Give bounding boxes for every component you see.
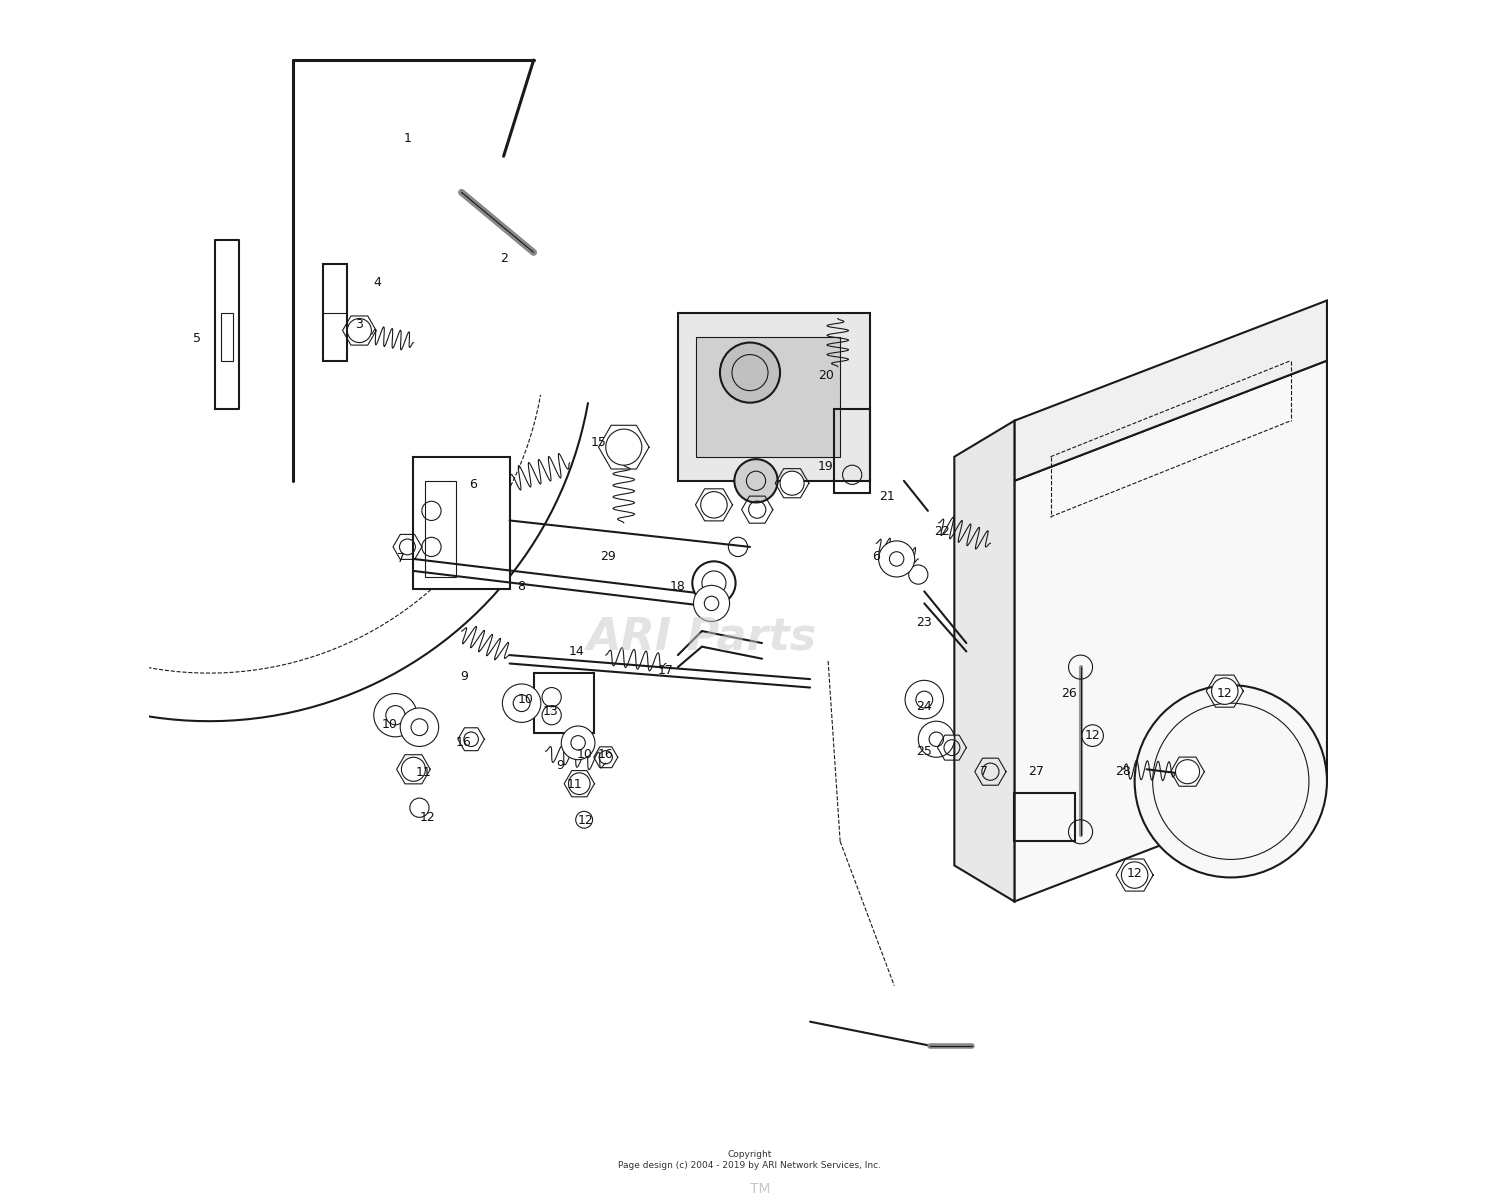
- Text: 22: 22: [934, 525, 950, 537]
- Text: 21: 21: [879, 490, 896, 502]
- Polygon shape: [1014, 361, 1328, 902]
- Text: 29: 29: [600, 551, 616, 563]
- Circle shape: [374, 694, 417, 737]
- Text: 11: 11: [567, 779, 582, 791]
- Text: 16: 16: [456, 737, 472, 749]
- Bar: [426, 481, 456, 577]
- Text: 3: 3: [356, 319, 363, 331]
- Circle shape: [400, 708, 438, 746]
- Circle shape: [693, 585, 729, 621]
- Circle shape: [1134, 685, 1328, 877]
- Text: 13: 13: [543, 706, 558, 718]
- Text: 8: 8: [518, 581, 525, 593]
- Text: 2: 2: [500, 252, 507, 264]
- Text: 14: 14: [568, 645, 585, 657]
- Bar: [220, 313, 232, 361]
- Text: 26: 26: [1060, 688, 1077, 700]
- Text: 12: 12: [578, 815, 592, 827]
- Circle shape: [780, 471, 804, 495]
- Polygon shape: [678, 313, 870, 481]
- Polygon shape: [414, 457, 510, 589]
- Circle shape: [348, 319, 372, 343]
- Text: 7: 7: [398, 553, 405, 565]
- Text: 10: 10: [576, 749, 592, 761]
- Text: 9: 9: [460, 671, 468, 683]
- Text: 25: 25: [916, 745, 932, 757]
- Text: 23: 23: [916, 617, 932, 629]
- Polygon shape: [954, 421, 1014, 902]
- Text: 9: 9: [556, 760, 564, 772]
- Text: 12: 12: [1084, 730, 1101, 742]
- Text: 18: 18: [670, 581, 686, 593]
- Bar: [324, 264, 348, 361]
- Circle shape: [1212, 678, 1237, 704]
- Text: 11: 11: [416, 767, 430, 779]
- Text: 10: 10: [381, 719, 398, 731]
- Text: ARI Parts: ARI Parts: [586, 615, 818, 659]
- Text: 17: 17: [658, 665, 674, 677]
- Circle shape: [503, 684, 542, 722]
- Circle shape: [1122, 862, 1148, 888]
- Polygon shape: [1014, 300, 1328, 481]
- Text: 19: 19: [818, 460, 834, 472]
- Text: 6: 6: [873, 551, 880, 563]
- Text: Copyright
Page design (c) 2004 - 2019 by ARI Network Services, Inc.: Copyright Page design (c) 2004 - 2019 by…: [618, 1149, 882, 1171]
- Text: 20: 20: [818, 369, 834, 381]
- Circle shape: [693, 561, 735, 605]
- Bar: [696, 337, 840, 457]
- Text: 7: 7: [981, 766, 988, 778]
- Text: 16: 16: [598, 749, 613, 761]
- Text: 27: 27: [1028, 766, 1044, 778]
- Circle shape: [561, 726, 596, 760]
- Text: 4: 4: [374, 276, 381, 288]
- Text: TM: TM: [750, 1182, 771, 1196]
- Text: 12: 12: [1126, 868, 1143, 880]
- Text: 1: 1: [404, 132, 411, 144]
- Circle shape: [700, 492, 727, 518]
- Circle shape: [918, 721, 954, 757]
- Text: 24: 24: [916, 701, 932, 713]
- Text: 15: 15: [591, 436, 606, 448]
- Circle shape: [568, 773, 590, 795]
- Circle shape: [1176, 760, 1200, 784]
- Text: 5: 5: [194, 333, 201, 345]
- Circle shape: [879, 541, 915, 577]
- Circle shape: [720, 343, 780, 403]
- Text: 12: 12: [420, 811, 435, 823]
- Text: 28: 28: [1114, 766, 1131, 778]
- Text: 12: 12: [1216, 688, 1233, 700]
- Circle shape: [402, 757, 426, 781]
- Text: 6: 6: [470, 478, 477, 490]
- Circle shape: [904, 680, 944, 719]
- Circle shape: [606, 429, 642, 465]
- Circle shape: [735, 459, 777, 502]
- Text: 10: 10: [518, 694, 532, 706]
